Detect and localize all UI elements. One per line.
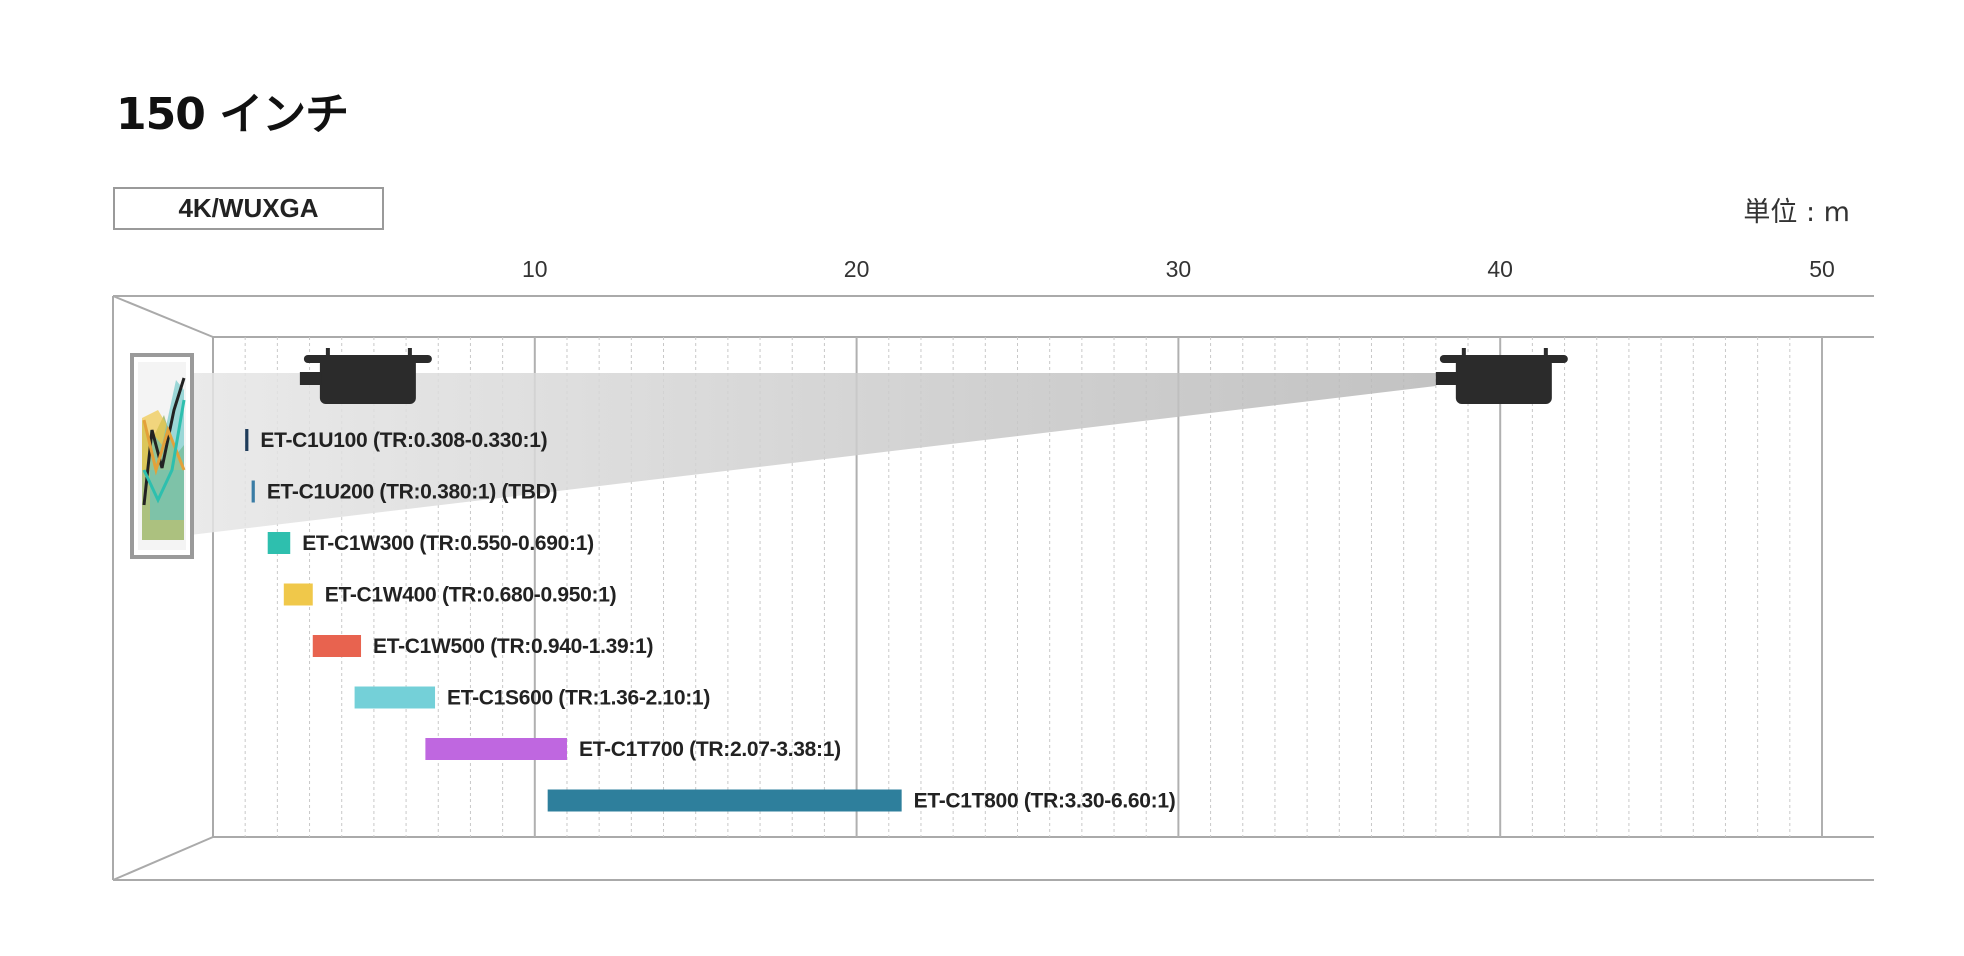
lens-range-bar [245,429,249,451]
tick-label: 40 [1487,256,1513,282]
projector-icon-near [299,348,432,404]
lens-range-bar [425,738,567,760]
lens-range-bar [251,480,255,503]
tick-label: 10 [522,256,548,282]
screen-icon [130,353,194,559]
lens-label: ET-C1W400 (TR:0.680-0.950:1) [325,584,617,607]
lens-bars: ET-C1U100 (TR:0.308-0.330:1) ET-C1U200 (T… [245,429,1176,813]
lens-label: ET-C1W300 (TR:0.550-0.690:1) [302,532,594,555]
unit-label: 単位 : m [1743,197,1850,228]
lens-range-bar [547,789,902,812]
tick-label: 30 [1166,256,1192,282]
resolution-badge: 4K/WUXGA [113,187,384,230]
lens-label: ET-C1U200 (TR:0.380:1) (TBD) [267,481,557,504]
minor-gridlines [244,337,1791,837]
tick-label: 50 [1809,256,1835,282]
projection-beam [190,373,1436,535]
lens-range-bar [312,635,362,657]
lens-label: ET-C1T700 (TR:2.07-3.38:1) [579,738,841,761]
lens-range-bar [283,583,313,606]
lens-label: ET-C1W500 (TR:0.940-1.39:1) [373,635,653,658]
projector-icon-far [1435,348,1568,404]
x-axis-ticks: 10 20 30 40 50 [522,256,1835,282]
lens-label: ET-C1U100 (TR:0.308-0.330:1) [260,429,547,452]
lens-range-bar [267,532,291,554]
page-title: 150 インチ [116,89,349,140]
lens-label: ET-C1S600 (TR:1.36-2.10:1) [447,687,710,710]
tick-label: 20 [844,256,870,282]
lens-label: ET-C1T800 (TR:3.30-6.60:1) [914,790,1176,813]
lens-range-bar [354,686,436,709]
